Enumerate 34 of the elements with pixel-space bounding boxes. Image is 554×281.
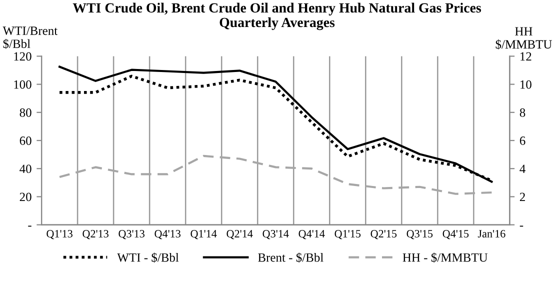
x-tick-label: Q4'13 [154,230,180,240]
legend-label: WTI - $/Bbl [117,252,179,263]
x-tick-label: Q3'15 [406,230,433,240]
y2-axis-title: HH $/MMBTU [496,27,552,50]
y-tick-label: 20 [20,192,32,202]
x-tick-label: Jan'16 [478,230,506,238]
x-tick-label: Q2'15 [370,230,397,240]
x-tick-label: Q2'13 [82,230,108,240]
y2-tick-label: 2 [520,192,525,202]
x-tick-label: Q4'14 [298,230,325,240]
y-tick-label: 80 [20,108,32,117]
x-tick-label: Q3'14 [262,230,289,240]
x-tick-label: Q4'15 [442,230,469,240]
x-tick-label: Q3'13 [118,230,144,240]
x-tick-label: Q1'15 [334,230,361,240]
legend-label: HH - $/MMBTU [402,252,488,263]
y-tick-label: 40 [20,164,32,174]
y2-tick-label: 12 [520,52,532,61]
y-tick-label: 100 [14,80,32,89]
y2-tick-label: 10 [520,80,532,89]
y-axis-title: WTI/Brent $/Bbl [2,26,58,49]
y2-tick-label: 8 [520,108,526,117]
chart-title: WTI Crude Oil, Brent Crude Oil and Henry Hub Natural Gas Prices Quarterly Averages [72,2,482,30]
line-series [58,154,493,195]
y-tick-label: 60 [20,136,32,145]
x-tick-label: Q1'13 [46,230,72,240]
legend-label: Brent - $/Bbl [258,252,324,263]
y-tick-label: - [28,226,32,227]
y-tick-label: 120 [14,52,32,61]
y2-tick-label: 6 [520,136,526,145]
y2-tick-label: 4 [520,164,526,173]
x-tick-label: Q2'14 [226,230,253,240]
y2-tick-label: - [520,226,524,227]
x-tick-label: Q1'14 [190,230,217,240]
